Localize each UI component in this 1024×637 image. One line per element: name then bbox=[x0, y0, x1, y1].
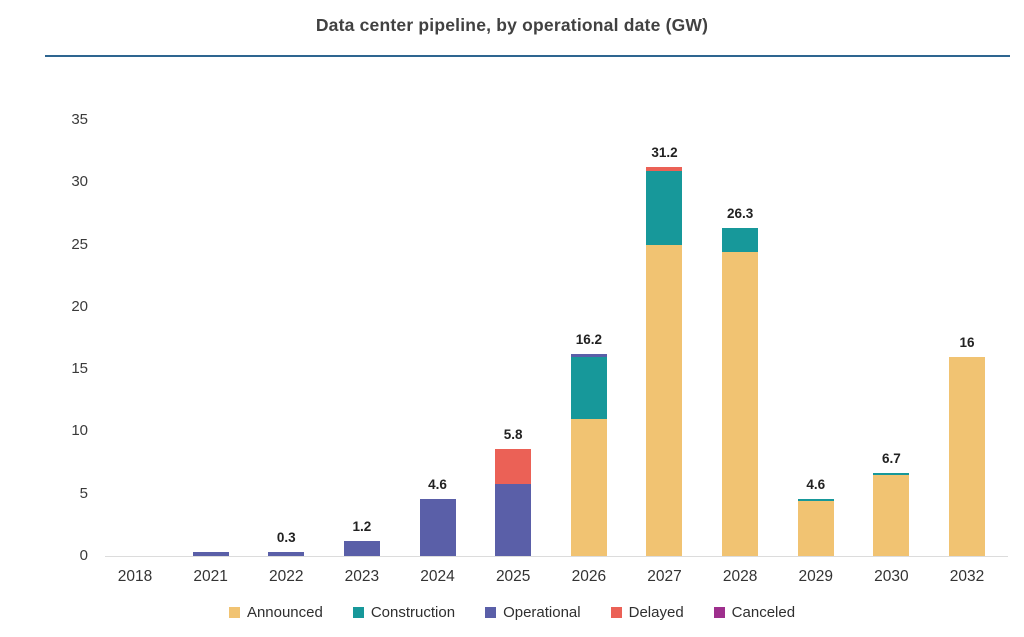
bar-value-label-2027: 31.2 bbox=[651, 145, 678, 161]
bar-value-label-2023: 1.2 bbox=[352, 519, 372, 535]
bar-segment-2030-construction bbox=[873, 472, 910, 476]
legend-label-delayed: Delayed bbox=[628, 604, 684, 621]
y-axis-tick-5: 5 bbox=[79, 484, 88, 502]
x-axis-tick-2023: 2023 bbox=[344, 568, 380, 585]
y-axis-tick-20: 20 bbox=[71, 297, 88, 315]
y-axis-tick-35: 35 bbox=[71, 111, 88, 128]
legend-label-operational: Operational bbox=[503, 604, 581, 621]
x-axis-line bbox=[105, 556, 1008, 557]
x-axis-tick-2027: 2027 bbox=[647, 568, 682, 585]
bar-2024 bbox=[419, 498, 456, 556]
bar-segment-2022-operational bbox=[268, 552, 305, 556]
bar-2025 bbox=[495, 448, 532, 556]
bar-2023 bbox=[343, 541, 380, 556]
bar-2022 bbox=[268, 552, 305, 556]
y-axis-tick-0: 0 bbox=[79, 547, 88, 564]
y-axis-tick-10: 10 bbox=[71, 422, 88, 440]
bar-segment-2024-operational bbox=[419, 498, 456, 556]
bar-2026 bbox=[570, 354, 607, 556]
legend-item-construction: Construction bbox=[352, 604, 456, 621]
legend-label-canceled: Canceled bbox=[731, 604, 796, 621]
bar-segment-2026-operational bbox=[570, 354, 607, 357]
bar-segment-2021-operational bbox=[192, 552, 229, 556]
chart-legend: Announced Construction Operational Delayed C… bbox=[0, 604, 1024, 621]
bar-2028 bbox=[722, 228, 759, 556]
x-axis-tick-2028: 2028 bbox=[722, 568, 758, 585]
x-axis-tick-2024: 2024 bbox=[420, 568, 455, 585]
bar-segment-2028-construction bbox=[722, 228, 759, 253]
bar-2029 bbox=[797, 498, 834, 556]
legend-item-announced: Announced bbox=[228, 604, 323, 621]
legend-swatch-icon-delayed bbox=[610, 607, 622, 618]
bar-segment-2026-announced bbox=[570, 418, 607, 556]
y-axis-tick-30: 30 bbox=[71, 173, 88, 191]
bar-2021 bbox=[192, 552, 229, 556]
bar-segment-2028-announced bbox=[722, 252, 759, 556]
bar-segment-2025-operational bbox=[495, 483, 532, 556]
title-divider bbox=[45, 55, 1010, 57]
x-axis-tick-2022: 2022 bbox=[269, 568, 304, 585]
legend-swatch-icon-canceled bbox=[713, 607, 725, 618]
bar-segment-2027-announced bbox=[646, 244, 683, 556]
x-axis-tick-2018: 2018 bbox=[117, 568, 153, 585]
legend-item-canceled: Canceled bbox=[713, 604, 796, 621]
x-axis-tick-2021: 2021 bbox=[193, 568, 228, 585]
bar-2027 bbox=[646, 167, 683, 556]
y-axis-tick-25: 25 bbox=[71, 235, 88, 253]
bar-value-label-2030: 6.7 bbox=[882, 450, 901, 466]
legend-label-announced: Announced bbox=[246, 604, 323, 621]
bar-value-label-2025: 5.8 bbox=[503, 426, 523, 442]
legend-item-operational: Operational bbox=[485, 604, 581, 621]
bar-2030 bbox=[873, 472, 910, 556]
x-axis-tick-2032: 2032 bbox=[949, 568, 985, 585]
bar-segment-2030-announced bbox=[873, 475, 910, 556]
y-axis-tick-15: 15 bbox=[71, 360, 88, 378]
bar-segment-2029-construction bbox=[797, 498, 834, 502]
bar-value-label-2022: 0.3 bbox=[276, 530, 296, 546]
x-axis-tick-2025: 2025 bbox=[495, 568, 531, 585]
bar-segment-2029-announced bbox=[797, 501, 834, 556]
legend-swatch-icon-construction bbox=[352, 607, 364, 618]
legend-swatch-icon-operational bbox=[485, 607, 497, 618]
bar-value-label-2024: 4.6 bbox=[428, 476, 447, 492]
legend-label-construction: Construction bbox=[370, 604, 456, 621]
bar-value-label-2029: 4.6 bbox=[806, 476, 826, 492]
bar-segment-2027-construction bbox=[646, 171, 683, 245]
bar-value-label-2032: 16 bbox=[959, 334, 975, 350]
bar-segment-2023-operational bbox=[343, 541, 380, 556]
bar-segment-2027-delayed bbox=[646, 167, 683, 172]
chart-title: Data center pipeline, by operational dat… bbox=[315, 15, 709, 35]
legend-item-delayed: Delayed bbox=[610, 604, 684, 621]
x-axis-tick-2030: 2030 bbox=[874, 568, 909, 585]
bar-2032 bbox=[949, 356, 986, 556]
x-axis-tick-2029: 2029 bbox=[798, 568, 833, 585]
bar-value-label-2028: 26.3 bbox=[726, 206, 754, 222]
bar-segment-2026-construction bbox=[570, 356, 607, 419]
bar-segment-2032-announced bbox=[949, 356, 986, 556]
bar-segment-2025-delayed bbox=[495, 448, 532, 484]
x-axis-tick-2026: 2026 bbox=[571, 568, 607, 585]
legend-swatch-icon-announced bbox=[228, 607, 240, 618]
bar-value-label-2026: 16.2 bbox=[575, 332, 602, 348]
